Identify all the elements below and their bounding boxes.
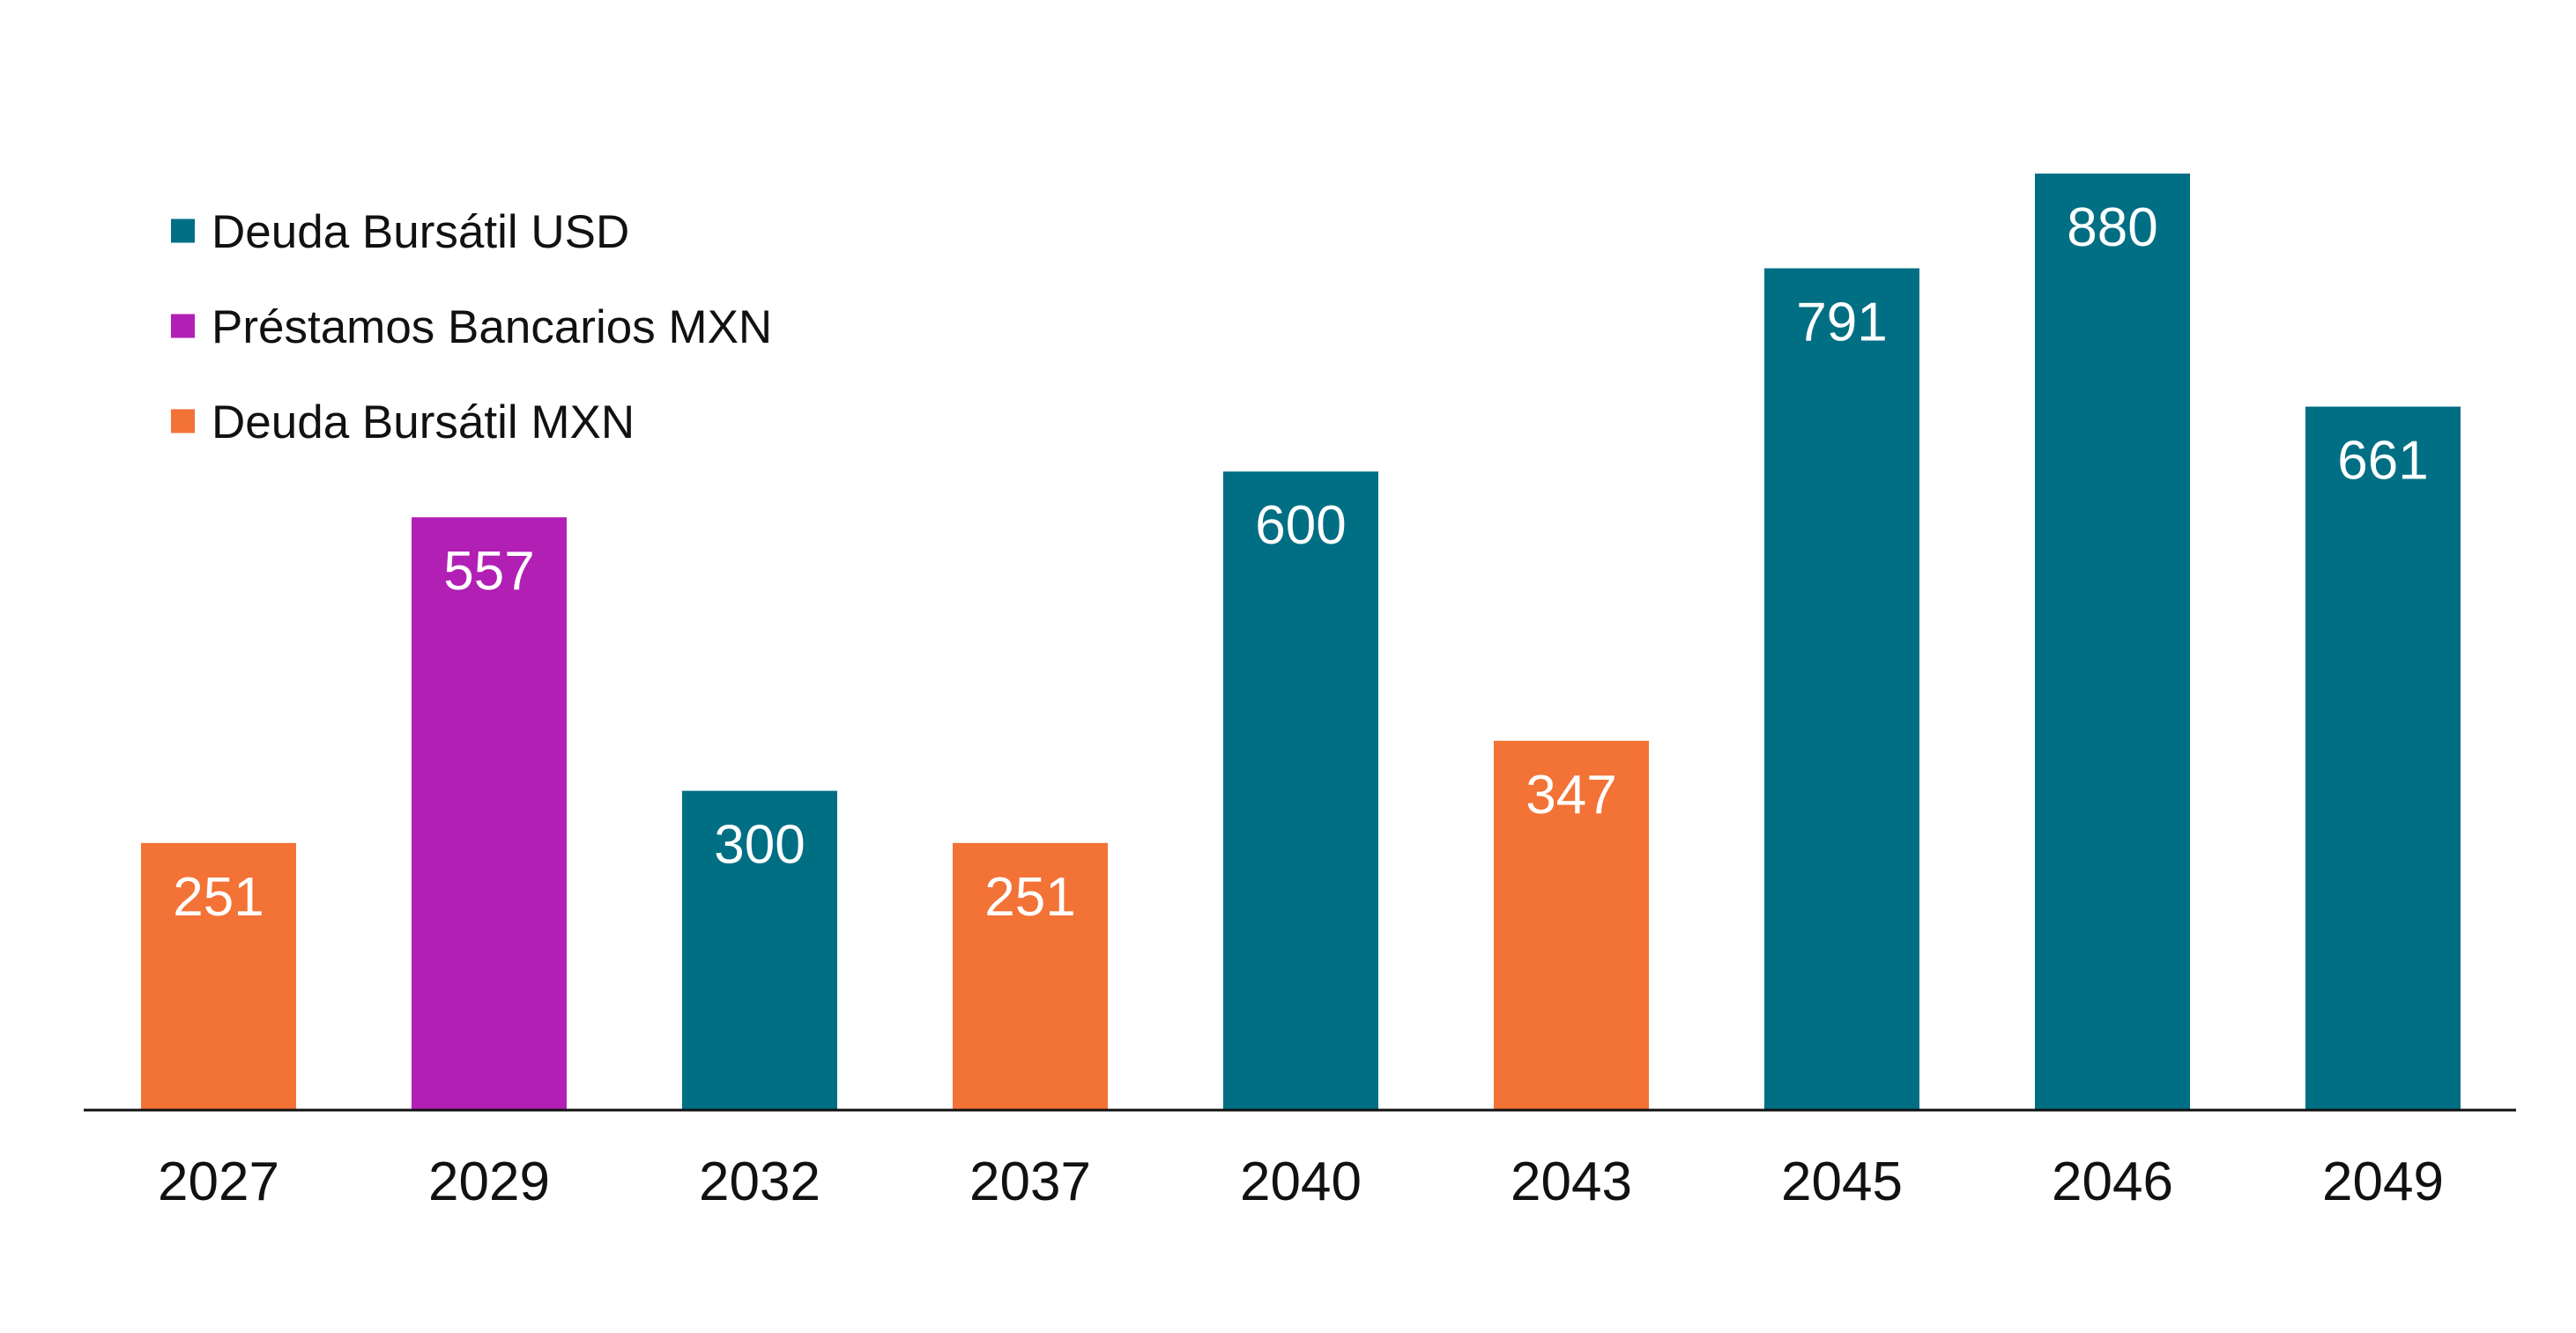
data-label-2040: 600 bbox=[1255, 495, 1346, 556]
data-label-2029: 557 bbox=[443, 541, 534, 602]
legend: Deuda Bursátil USD Préstamos Bancarios MX… bbox=[171, 206, 772, 448]
x-tick-label-2037: 2037 bbox=[969, 1152, 1091, 1212]
bar-2040 bbox=[1223, 471, 1378, 1110]
x-tick-label-2049: 2049 bbox=[2322, 1152, 2444, 1212]
x-axis-tick-labels: 2027 2029 2032 2037 2040 2043 2045 2046 2049 bbox=[158, 1152, 2444, 1212]
x-tick-label-2032: 2032 bbox=[699, 1152, 820, 1212]
bar-2037 bbox=[953, 842, 1108, 1110]
data-label-2037: 251 bbox=[984, 867, 1075, 928]
legend-label-2: Deuda Bursátil MXN bbox=[212, 396, 635, 448]
x-tick-label-2045: 2045 bbox=[1781, 1152, 1903, 1212]
x-tick-label-2027: 2027 bbox=[158, 1152, 279, 1212]
x-tick-label-2046: 2046 bbox=[2052, 1152, 2173, 1212]
x-tick-label-2043: 2043 bbox=[1511, 1152, 1632, 1212]
legend-label-0: Deuda Bursátil USD bbox=[212, 206, 629, 258]
data-label-2032: 300 bbox=[714, 815, 805, 876]
bars: 251 557 300 251 600 347 791 880 661 bbox=[141, 174, 2461, 1111]
data-label-2046: 880 bbox=[2067, 197, 2157, 258]
data-label-2049: 661 bbox=[2337, 431, 2428, 492]
bar-2043 bbox=[1494, 740, 1649, 1110]
data-label-2027: 251 bbox=[173, 867, 264, 928]
bar-2045 bbox=[1764, 268, 1919, 1111]
legend-swatch-2 bbox=[171, 409, 195, 433]
data-label-2045: 791 bbox=[1796, 293, 1887, 353]
legend-swatch-1 bbox=[171, 314, 195, 338]
bar-2027 bbox=[141, 842, 296, 1110]
data-label-2043: 347 bbox=[1526, 765, 1616, 826]
x-tick-label-2029: 2029 bbox=[428, 1152, 550, 1212]
bar-2046 bbox=[2035, 174, 2190, 1110]
x-tick-label-2040: 2040 bbox=[1240, 1152, 1362, 1212]
bar-2032 bbox=[682, 790, 837, 1110]
legend-label-1: Préstamos Bancarios MXN bbox=[212, 301, 772, 353]
bar-2029 bbox=[412, 517, 567, 1110]
bar-2049 bbox=[2305, 406, 2461, 1110]
legend-swatch-0 bbox=[171, 218, 195, 243]
